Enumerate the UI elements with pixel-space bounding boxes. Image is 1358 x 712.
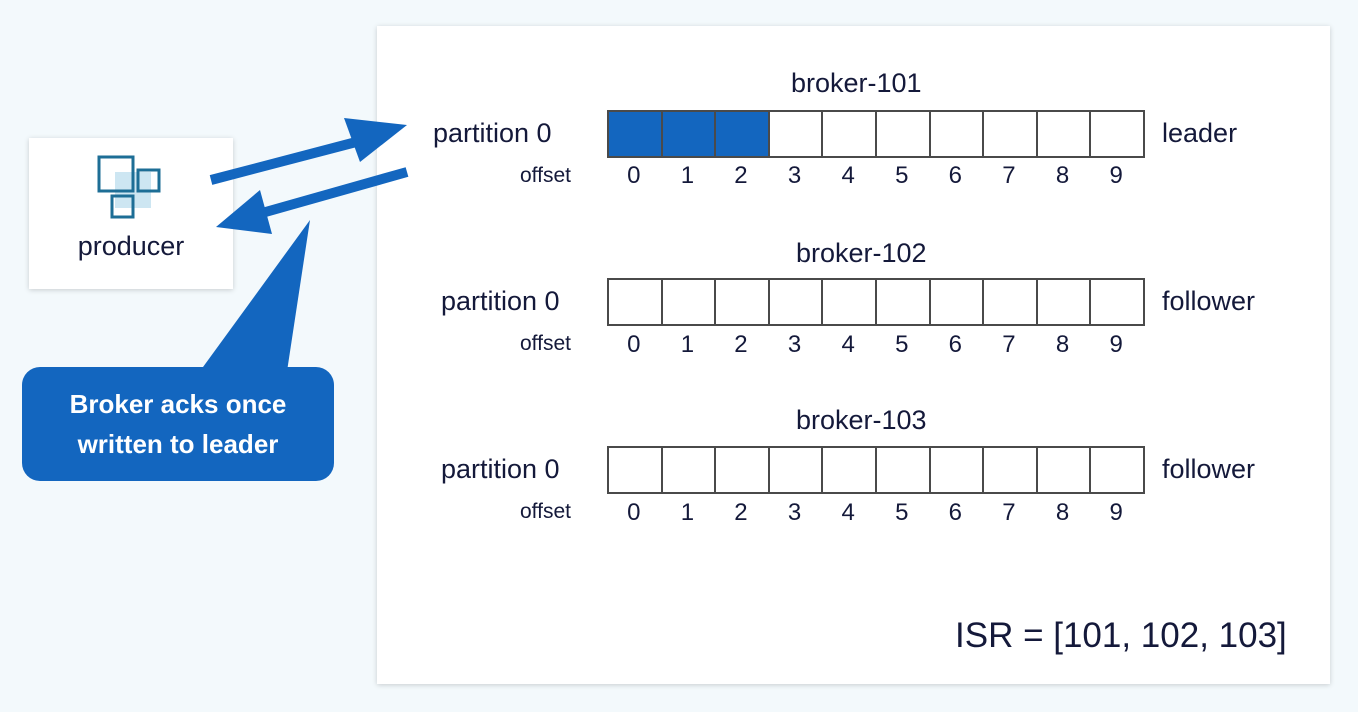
offset-numbers: 0 1 2 3 4 5 6 7 8 9 <box>607 331 1143 359</box>
producer-box: producer <box>29 138 233 289</box>
broker-name: broker-101 <box>791 68 922 98</box>
role-label: follower <box>1162 454 1256 484</box>
empty-cell <box>874 278 931 326</box>
offset-number: 5 <box>895 331 909 358</box>
empty-cell <box>1089 110 1145 158</box>
callout-text: Broker acks once written to leader <box>69 389 287 459</box>
callout-box <box>22 367 334 481</box>
isr-label: ISR = [101, 102, 103] <box>955 616 1287 655</box>
offset-label: offset <box>520 164 571 187</box>
offset-number: 2 <box>734 499 748 526</box>
empty-cell <box>928 446 985 494</box>
offset-number: 8 <box>1055 162 1070 189</box>
empty-cell <box>928 278 985 326</box>
offset-number: 0 <box>627 331 641 358</box>
written-cell <box>660 110 717 158</box>
ack-arrow <box>216 167 409 234</box>
partition-cells <box>607 278 1145 326</box>
empty-cell <box>874 110 931 158</box>
producer-label: producer <box>77 231 185 261</box>
offset-number: 6 <box>948 499 963 526</box>
empty-cell <box>821 110 877 158</box>
offset-number: 3 <box>787 331 802 358</box>
empty-cell <box>660 278 717 326</box>
offset-number: 4 <box>841 331 855 358</box>
offset-number: 2 <box>734 331 748 358</box>
offset-number: 9 <box>1109 162 1123 189</box>
offset-number: 5 <box>895 162 909 189</box>
empty-cell <box>874 446 931 494</box>
empty-cell <box>714 446 770 494</box>
partition-label: partition 0 <box>433 118 552 148</box>
empty-cell <box>767 446 824 494</box>
empty-cell <box>982 278 1038 326</box>
empty-cell <box>1035 278 1092 326</box>
offset-number: 3 <box>787 499 802 526</box>
partition-label: partition 0 <box>441 454 560 484</box>
empty-cell <box>607 278 663 326</box>
offset-number: 1 <box>680 331 695 358</box>
offset-label: offset <box>520 332 571 355</box>
offset-number: 9 <box>1109 499 1123 526</box>
empty-cell <box>821 278 877 326</box>
empty-cell <box>767 278 824 326</box>
offset-number: 1 <box>680 162 695 189</box>
offset-number: 6 <box>948 331 963 358</box>
broker-name: broker-102 <box>796 238 927 268</box>
partition-cells <box>607 110 1145 158</box>
written-cell <box>714 110 770 158</box>
callout-pointer <box>195 220 310 378</box>
offset-number: 9 <box>1109 331 1123 358</box>
offset-label: offset <box>520 500 571 523</box>
offset-number: 5 <box>895 499 909 526</box>
written-cell <box>607 110 663 158</box>
empty-cell <box>607 446 663 494</box>
offset-number: 7 <box>1002 331 1016 358</box>
offset-number: 6 <box>948 162 963 189</box>
empty-cell <box>982 110 1038 158</box>
broker-name: broker-103 <box>796 405 927 435</box>
empty-cell <box>1089 446 1145 494</box>
offset-number: 7 <box>1002 162 1016 189</box>
send-arrow <box>209 118 407 185</box>
partition-label: partition 0 <box>441 286 560 316</box>
offset-numbers: 0 1 2 3 4 5 6 7 8 9 <box>607 499 1143 527</box>
offset-number: 2 <box>734 162 748 189</box>
offset-number: 8 <box>1055 499 1070 526</box>
role-label: follower <box>1162 286 1256 316</box>
offset-number: 4 <box>841 162 855 189</box>
role-label: leader <box>1162 118 1238 148</box>
offset-number: 0 <box>627 162 641 189</box>
empty-cell <box>821 446 877 494</box>
offset-number: 8 <box>1055 331 1070 358</box>
squares-icon <box>97 155 161 219</box>
offset-numbers: 0 1 2 3 4 5 6 7 8 9 <box>607 162 1143 190</box>
offset-number: 3 <box>787 162 802 189</box>
empty-cell <box>1035 446 1092 494</box>
offset-number: 0 <box>627 499 641 526</box>
empty-cell <box>714 278 770 326</box>
empty-cell <box>660 446 717 494</box>
offset-number: 1 <box>680 499 695 526</box>
empty-cell <box>1035 110 1092 158</box>
empty-cell <box>1089 278 1145 326</box>
empty-cell <box>982 446 1038 494</box>
partition-cells <box>607 446 1145 494</box>
empty-cell <box>928 110 985 158</box>
offset-number: 4 <box>841 499 855 526</box>
empty-cell <box>767 110 824 158</box>
offset-number: 7 <box>1002 499 1016 526</box>
